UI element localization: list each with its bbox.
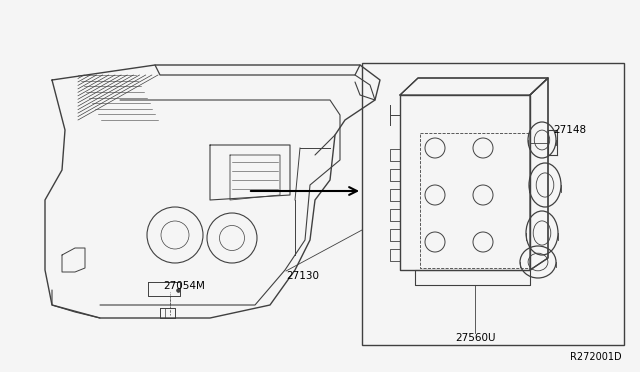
Text: R272001D: R272001D bbox=[570, 352, 622, 362]
Text: 27130: 27130 bbox=[286, 271, 319, 281]
Text: 27054M: 27054M bbox=[163, 281, 205, 291]
Text: 27148: 27148 bbox=[553, 125, 586, 135]
Bar bbox=[362, 63, 624, 345]
Text: 27560U: 27560U bbox=[455, 333, 495, 343]
